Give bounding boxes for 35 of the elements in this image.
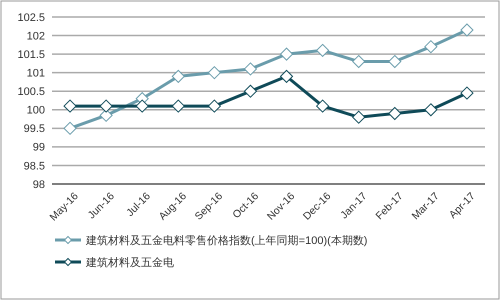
y-tick-label: 99.5 — [24, 123, 45, 136]
point — [460, 86, 474, 100]
point — [460, 23, 474, 36]
y-tick-label: 102.5 — [17, 12, 45, 24]
point — [280, 48, 294, 61]
y-tick-label: 98.5 — [24, 160, 45, 172]
y-tick-label: 100 — [26, 104, 45, 117]
point — [424, 103, 438, 116]
point — [136, 100, 149, 113]
point — [316, 100, 330, 113]
point — [244, 84, 257, 98]
point — [424, 40, 438, 54]
point — [316, 44, 330, 57]
y-tick-label: 99 — [32, 142, 45, 154]
y-tick-label: 101 — [26, 68, 45, 80]
point — [352, 110, 366, 124]
point — [244, 62, 257, 76]
point — [64, 122, 77, 135]
y-tick-label: 100.5 — [17, 86, 45, 98]
y-tick-label: 102 — [26, 30, 45, 42]
legend-label: 建筑材料及五金电料零售价格指数(上年同期=100)(本期数) — [85, 234, 368, 247]
point — [352, 55, 366, 68]
point — [208, 100, 221, 113]
point — [208, 66, 221, 80]
y-tick-label: 101.5 — [17, 48, 45, 61]
point — [172, 100, 185, 113]
point — [388, 106, 402, 120]
point — [388, 55, 402, 68]
y-tick-label: 98 — [32, 178, 45, 191]
legend-label: 建筑材料及五金电 — [85, 256, 174, 269]
point — [64, 100, 77, 113]
point — [172, 70, 185, 83]
point — [280, 70, 294, 83]
point — [100, 108, 113, 122]
point — [100, 100, 113, 113]
